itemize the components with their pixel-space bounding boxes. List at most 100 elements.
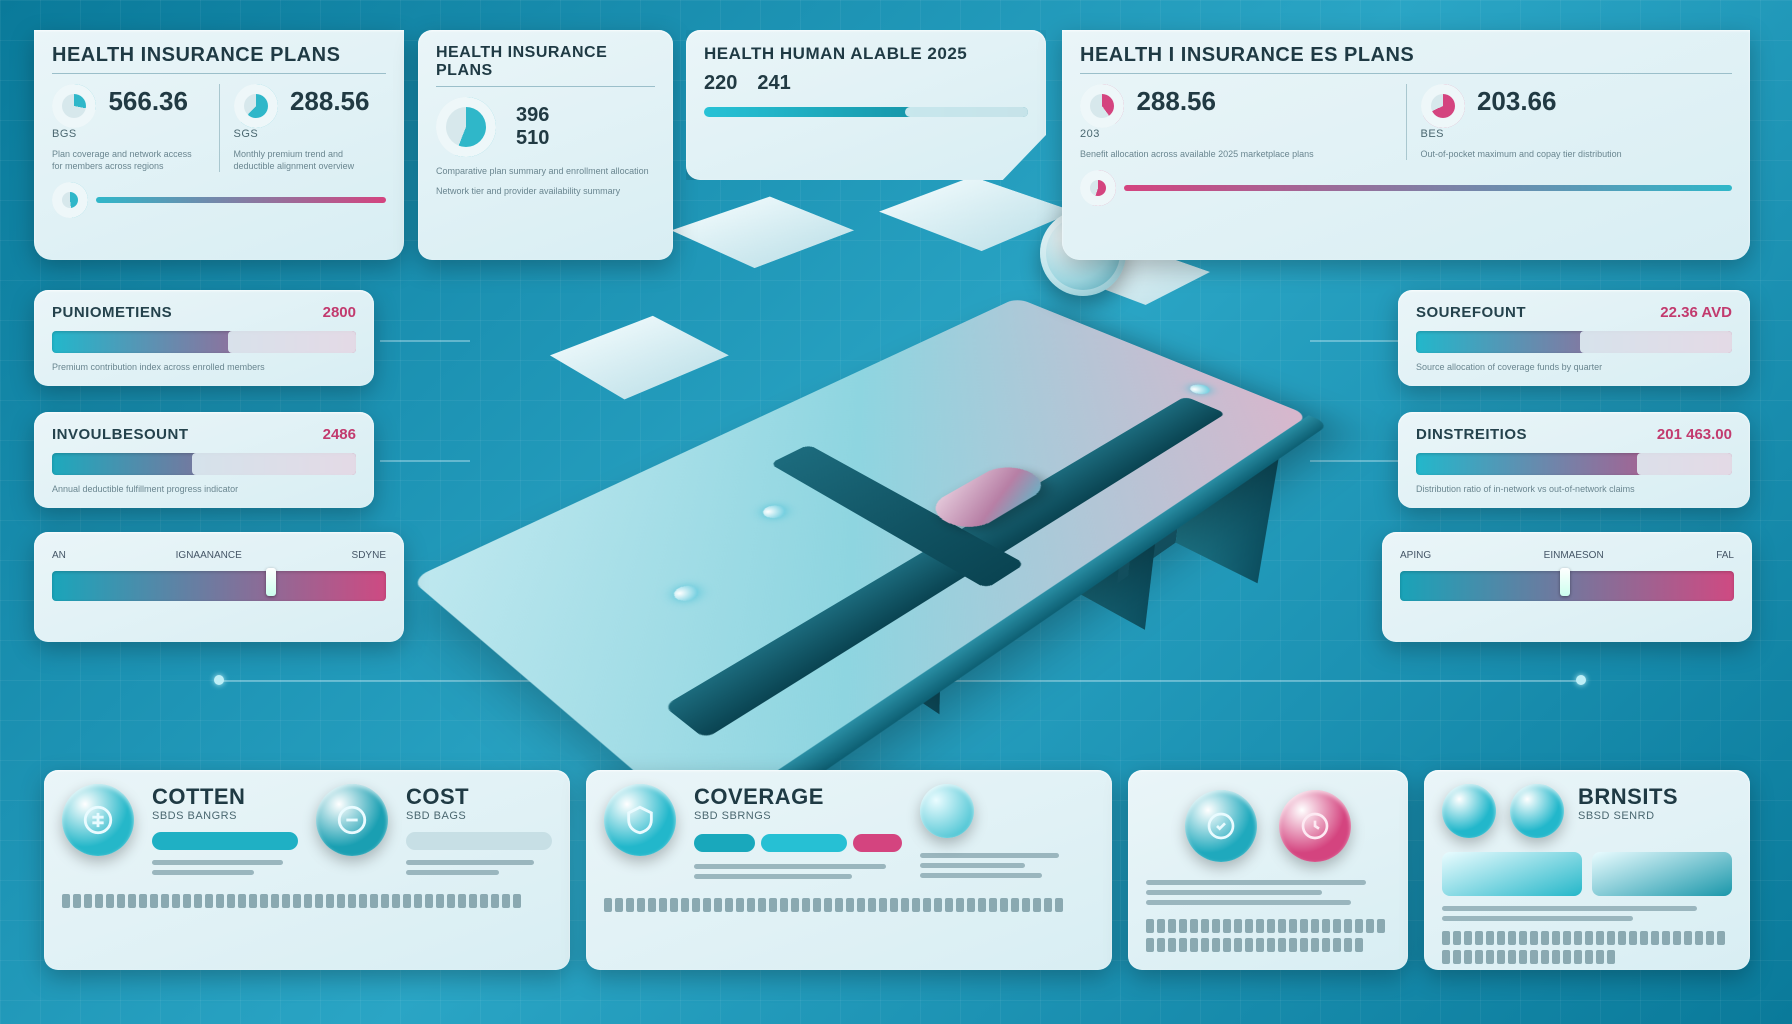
text-lines-placeholder <box>694 864 902 879</box>
text-lines-placeholder <box>152 860 298 875</box>
center-isometric-scene <box>400 200 1400 720</box>
metric-disc-icon <box>1185 790 1257 862</box>
donut-chart-icon <box>1080 84 1124 128</box>
bottom-card-cost: COTTEN SBDS BANGRS COST SBD BAGS <box>44 770 570 970</box>
stat-blurb: Monthly premium trend and deductible ali… <box>234 148 387 172</box>
stat-unit: 203 <box>1080 128 1392 140</box>
progress-bar <box>704 107 1028 117</box>
stat-unit: SGS <box>234 128 387 140</box>
gauge-icon <box>436 97 496 157</box>
card-title: COST <box>406 784 552 810</box>
stat-value: 288.56 <box>290 86 370 116</box>
tick-label: AN <box>52 550 66 561</box>
stat-value: 241 <box>757 72 790 95</box>
stat-value: 22.36 AVD <box>1660 304 1732 321</box>
gradient-bar <box>52 453 356 475</box>
tick-label: APING <box>1400 550 1431 561</box>
card-subtitle: SBDS BANGRS <box>152 810 298 822</box>
card-title: HEALTH HUMAN ALABLE 2025 <box>704 44 1028 64</box>
stat-value: 566.36 <box>108 86 188 116</box>
stat-value: 201 463.00 <box>1657 426 1732 443</box>
card-subtitle: SBSD SENRD <box>1578 810 1732 822</box>
platform-slab <box>410 298 1308 825</box>
stat-blurb: Out-of-pocket maximum and copay tier dis… <box>1421 148 1733 160</box>
right-stat-card-a: SOUREFOUNT 22.36 AVD Source allocation o… <box>1398 290 1750 386</box>
right-slider-card: APING EINMAESON FAL <box>1382 532 1752 642</box>
donut-chart-icon <box>1080 170 1116 206</box>
gradient-bar <box>1416 331 1732 353</box>
metric-disc-icon <box>920 784 974 838</box>
metric-disc-icon <box>316 784 388 856</box>
pill-segment <box>694 834 755 852</box>
dash-strip <box>604 898 1094 917</box>
gradient-bar <box>52 331 356 353</box>
bottom-card-benefits: BRNSITS SBSD SENRD <box>1424 770 1750 970</box>
stat-label: SOUREFOUNT <box>1416 304 1526 321</box>
stat-value: 2486 <box>323 426 356 443</box>
connector-node <box>1576 675 1586 685</box>
donut-chart-icon <box>52 182 88 218</box>
stat-unit: BGS <box>52 128 205 140</box>
stat-label: INVOULBESOUNT <box>52 426 189 443</box>
metric-disc-icon <box>62 784 134 856</box>
bottom-card-icons <box>1128 770 1408 970</box>
card-subtitle: SBD BAGS <box>406 810 552 822</box>
stat-value: 396 <box>516 104 549 127</box>
card-title: HEALTH I INSURANCE ES PLANS <box>1080 44 1732 67</box>
metric-disc-icon <box>1279 790 1351 862</box>
slider-track[interactable] <box>52 571 386 601</box>
stat-value: 510 <box>516 127 549 150</box>
gradient-bar <box>1416 453 1732 475</box>
card-subtitle: SBD SBRNGS <box>694 810 902 822</box>
top-card-1: HEALTH INSURANCE PLANS 566.36 BGS Plan c… <box>34 30 404 260</box>
tick-label: IGNAANANCE <box>176 550 242 561</box>
stat-value: 203.66 <box>1477 86 1557 116</box>
card-title: BRNSITS <box>1578 784 1732 810</box>
pill-bar <box>406 832 552 850</box>
tick-label: FAL <box>1716 550 1734 561</box>
stat-blurb: Comparative plan summary and enrollment … <box>436 165 655 177</box>
benefit-box <box>1592 852 1732 896</box>
text-lines-placeholder <box>406 860 552 875</box>
slider-knob[interactable] <box>266 568 276 596</box>
dash-strip <box>1442 931 1732 969</box>
stat-value: 220 <box>704 72 737 95</box>
card-title: HEALTH INSURANCE PLANS <box>52 44 386 67</box>
stat-blurb: Premium contribution index across enroll… <box>52 361 356 373</box>
metric-disc-icon <box>1442 784 1496 838</box>
building-roof <box>550 316 729 400</box>
bottom-card-coverage: COVERAGE SBD SBRNGS <box>586 770 1112 970</box>
stat-blurb: Distribution ratio of in-network vs out-… <box>1416 483 1732 495</box>
top-card-4: HEALTH I INSURANCE ES PLANS 288.56 203 B… <box>1062 30 1750 260</box>
left-stat-card-a: PUNIOMETIENS 2800 Premium contribution i… <box>34 290 374 386</box>
pill-segment <box>853 834 902 852</box>
stat-blurb: Annual deductible fulfillment progress i… <box>52 483 356 495</box>
building-roof <box>671 196 854 268</box>
stat-unit: BES <box>1421 128 1733 140</box>
card-title: COVERAGE <box>694 784 902 810</box>
stat-value: 288.56 <box>1136 86 1216 116</box>
stat-blurb: Network tier and provider availability s… <box>436 185 655 197</box>
pill-bar <box>152 832 298 850</box>
left-slider-card: AN IGNAANANCE SDYNE <box>34 532 404 642</box>
metric-disc-icon <box>604 784 676 856</box>
top-card-2: HEALTH INSURANCE PLANS 396 510 Comparati… <box>418 30 673 260</box>
metric-disc-icon <box>1510 784 1564 838</box>
mini-bar <box>96 197 386 203</box>
top-card-3: HEALTH HUMAN ALABLE 2025 220 241 <box>686 30 1046 180</box>
donut-chart-icon <box>52 84 96 128</box>
slider-track[interactable] <box>1400 571 1734 601</box>
text-lines-placeholder <box>920 853 1094 878</box>
stat-blurb: Benefit allocation across available 2025… <box>1080 148 1392 160</box>
pill-segment <box>761 834 847 852</box>
slider-knob[interactable] <box>1560 568 1570 596</box>
right-stat-card-b: DINSTREITIOS 201 463.00 Distribution rat… <box>1398 412 1750 508</box>
stat-blurb: Source allocation of coverage funds by q… <box>1416 361 1732 373</box>
dash-strip <box>1146 919 1390 957</box>
card-title: COTTEN <box>152 784 298 810</box>
tick-label: SDYNE <box>352 550 386 561</box>
connector-node <box>214 675 224 685</box>
donut-chart-icon <box>1421 84 1465 128</box>
dash-strip <box>62 894 552 913</box>
stat-label: DINSTREITIOS <box>1416 426 1527 443</box>
